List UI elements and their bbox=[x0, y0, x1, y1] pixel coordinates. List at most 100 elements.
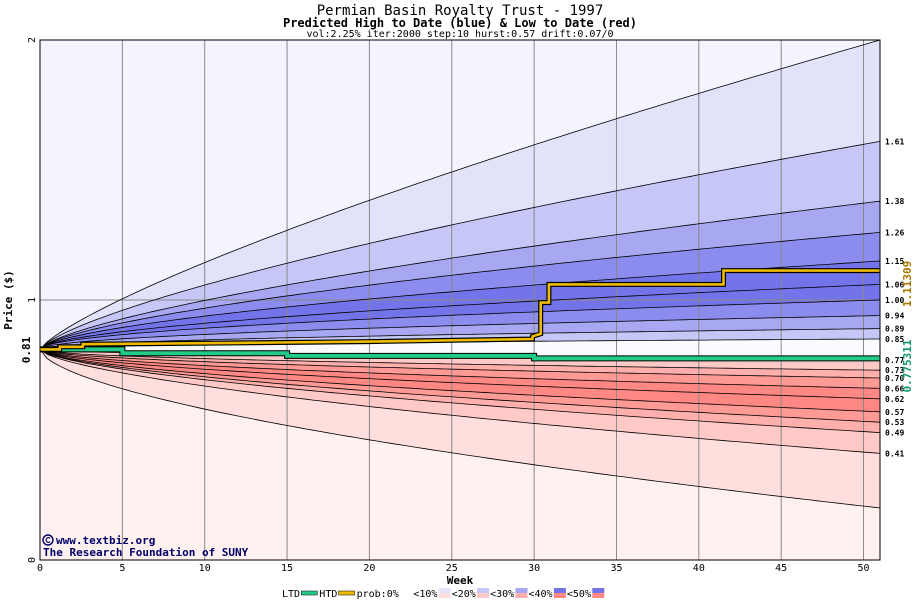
band-high-1 bbox=[40, 40, 880, 350]
band-label-10: 0.73 bbox=[885, 366, 904, 375]
y-axis-label: Price ($) bbox=[2, 270, 15, 330]
band-low-2 bbox=[40, 349, 880, 378]
chart-params: vol:2.25% iter:2000 step:10 hurst:0.57 d… bbox=[306, 29, 613, 40]
legend-swatch-high-2 bbox=[400, 588, 413, 593]
contour-19 bbox=[39, 349, 881, 509]
band-low-4 bbox=[40, 349, 880, 399]
plot-frame bbox=[39, 39, 881, 561]
contour-5 bbox=[39, 284, 881, 350]
legend-swatch-high-3 bbox=[438, 588, 451, 593]
copyright-icon bbox=[42, 534, 54, 546]
band-label-5: 1.00 bbox=[885, 296, 904, 305]
legend-label-2: prob:0% bbox=[357, 589, 399, 600]
credit-org: The Research Foundation of SUNY bbox=[43, 546, 249, 559]
grid-lines bbox=[40, 40, 880, 560]
legend-swatch-low-5 bbox=[515, 593, 528, 598]
band-end-labels: 1.61 1.38 1.26 1.15 1.06 1.00 0.94 0.890.85 0.77… bbox=[885, 137, 904, 458]
legend-swatch-low-2 bbox=[400, 593, 413, 598]
contour-6 bbox=[39, 299, 881, 350]
contour-13 bbox=[39, 349, 881, 389]
legend-swatch-low-6 bbox=[553, 593, 566, 598]
band-label-4: 1.06 bbox=[885, 280, 904, 289]
x-tick-50: 50 bbox=[858, 563, 870, 574]
band-low-5 bbox=[40, 349, 880, 412]
x-tick-5: 5 bbox=[119, 563, 125, 574]
contour-17 bbox=[39, 349, 881, 433]
contour-0 bbox=[39, 39, 881, 350]
credits: www.textbiz.org The Research Foundation … bbox=[42, 534, 249, 559]
ltd-final-label: 0.775311 bbox=[901, 339, 914, 392]
legend-swatch-high-5 bbox=[515, 588, 528, 593]
credit-site[interactable]: www.textbiz.org bbox=[56, 534, 155, 547]
x-tick-40: 40 bbox=[693, 563, 705, 574]
band-label-14: 0.57 bbox=[885, 408, 904, 417]
band-high-0 bbox=[40, 40, 880, 350]
band-high-2 bbox=[40, 141, 880, 350]
contour-7 bbox=[39, 315, 881, 350]
band-label-8: 0.85 bbox=[885, 335, 904, 344]
legend-swatch-high-4 bbox=[477, 588, 490, 593]
x-tick-15: 15 bbox=[281, 563, 293, 574]
y-tick-1: 1 bbox=[27, 297, 38, 303]
band-low-7 bbox=[40, 349, 880, 433]
x-tick-30: 30 bbox=[528, 563, 540, 574]
contour-11 bbox=[39, 349, 881, 371]
band-label-15: 0.53 bbox=[885, 418, 904, 427]
contour-2 bbox=[39, 200, 881, 350]
band-label-9: 0.77 bbox=[885, 356, 904, 365]
band-label-3: 1.15 bbox=[885, 257, 904, 266]
band-label-12: 0.66 bbox=[885, 384, 904, 393]
legend-label-4: <20% bbox=[452, 589, 476, 600]
contour-14 bbox=[39, 349, 881, 400]
band-low-outer bbox=[40, 349, 880, 560]
band-label-11: 0.70 bbox=[885, 374, 904, 383]
legend-label-6: <40% bbox=[529, 589, 553, 600]
legend-label-5: <30% bbox=[490, 589, 514, 600]
band-low-6 bbox=[40, 349, 880, 423]
x-tick-45: 45 bbox=[775, 563, 787, 574]
contour-12 bbox=[39, 349, 881, 379]
legend-label-0: LTD bbox=[282, 589, 300, 600]
contour-1 bbox=[39, 141, 881, 350]
start-price-label: 0.81 bbox=[20, 336, 33, 363]
x-tick-labels: 0 5 10 15 20 25 30 35 40 45 50 bbox=[37, 563, 870, 574]
contour-16 bbox=[39, 349, 881, 423]
htd-line bbox=[40, 269, 880, 351]
legend-swatch-high-6 bbox=[553, 588, 566, 593]
legend-swatch-low-4 bbox=[477, 593, 490, 598]
band-high-6 bbox=[40, 284, 880, 350]
contour-18 bbox=[39, 349, 881, 454]
legend-swatch-high-last bbox=[592, 588, 605, 593]
band-low-8 bbox=[40, 349, 880, 454]
chart-subtitle: Predicted High to Date (blue) & Low to D… bbox=[283, 16, 637, 30]
x-tick-35: 35 bbox=[610, 563, 622, 574]
band-label-7: 0.89 bbox=[885, 325, 904, 334]
ltd-line bbox=[40, 347, 880, 361]
series-lines bbox=[40, 268, 880, 362]
x-tick-0: 0 bbox=[37, 563, 43, 574]
legend-swatch-low-3 bbox=[438, 593, 451, 598]
band-label-17: 0.41 bbox=[885, 449, 904, 458]
legend-swatch-ltd bbox=[301, 590, 318, 596]
contour-8 bbox=[39, 328, 881, 350]
band-high-3 bbox=[40, 201, 880, 350]
legend-swatch-htd bbox=[338, 590, 355, 596]
chart-title: Permian Basin Royalty Trust - 1997 bbox=[317, 3, 604, 19]
legend-label-1: HTD bbox=[319, 589, 337, 600]
x-tick-20: 20 bbox=[363, 563, 375, 574]
x-axis-label: Week bbox=[447, 574, 474, 587]
x-tick-10: 10 bbox=[199, 563, 211, 574]
legend-label-3: <10% bbox=[413, 589, 437, 600]
band-label-0: 1.61 bbox=[885, 137, 904, 146]
band-label-1: 1.38 bbox=[885, 197, 904, 206]
band-label-13: 0.62 bbox=[885, 395, 904, 404]
contour-15 bbox=[39, 349, 881, 413]
legend-label-7: <50% bbox=[567, 589, 591, 600]
y-tick-0: 0 bbox=[27, 557, 38, 563]
band-low-9 bbox=[40, 349, 880, 508]
band-high-8 bbox=[40, 315, 880, 350]
y-tick-2: 2 bbox=[27, 37, 38, 43]
contour-3 bbox=[39, 232, 881, 350]
htd-final-label: 1.11309 bbox=[901, 261, 914, 307]
